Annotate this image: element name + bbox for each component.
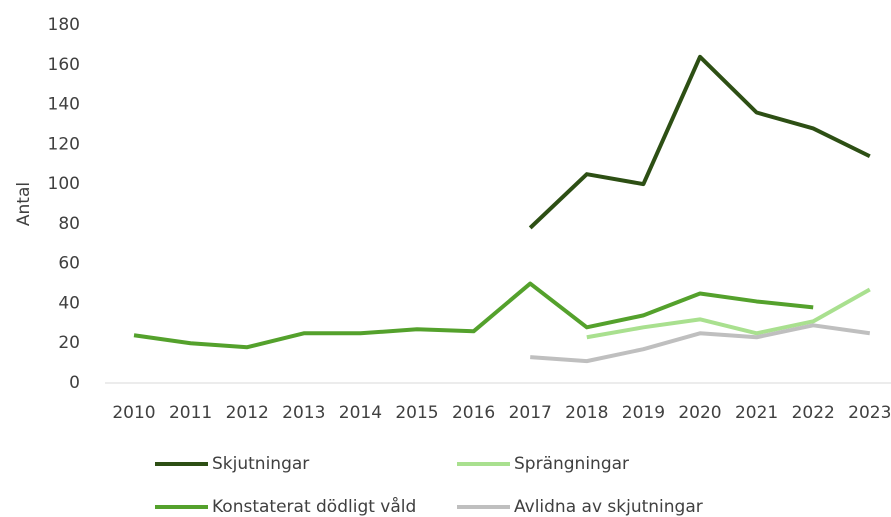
y-tick-label: 100 [48,174,80,194]
x-tick-label: 2022 [792,403,835,423]
legend-label: Konstaterat dödligt våld [212,496,416,517]
series-line [586,287,871,340]
y-tick-label: 60 [58,254,80,274]
series-line [530,323,871,364]
y-axis-label: Antal [14,182,34,226]
y-tick-label: 120 [48,134,80,154]
x-tick-label: 2011 [169,403,212,423]
series-line [133,281,814,350]
x-tick-label: 2014 [339,403,382,423]
y-tick-label: 80 [58,214,80,234]
y-tick-label: 20 [58,333,80,353]
y-tick-label: 180 [48,15,80,35]
x-tick-label: 2016 [452,403,495,423]
series-line [528,54,871,230]
x-tick-label: 2012 [226,403,269,423]
legend-label: Avlidna av skjutningar [514,497,703,517]
x-tick-label: 2020 [678,403,721,423]
y-tick-label: 160 [48,55,80,75]
y-tick-label: 0 [69,373,80,393]
legend-label: Sprängningar [514,454,629,474]
x-tick-label: 2021 [735,403,778,423]
x-tick-label: 2015 [395,403,438,423]
x-tick-label: 2013 [282,403,325,423]
x-tick-label: 2017 [509,403,552,423]
y-tick-label: 140 [48,95,80,115]
x-tick-label: 2018 [565,403,608,423]
x-tick-label: 2010 [112,403,155,423]
x-tick-label: 2023 [848,403,891,423]
y-tick-label: 40 [58,293,80,313]
x-tick-label: 2019 [622,403,665,423]
legend-label: Skjutningar [212,454,309,474]
